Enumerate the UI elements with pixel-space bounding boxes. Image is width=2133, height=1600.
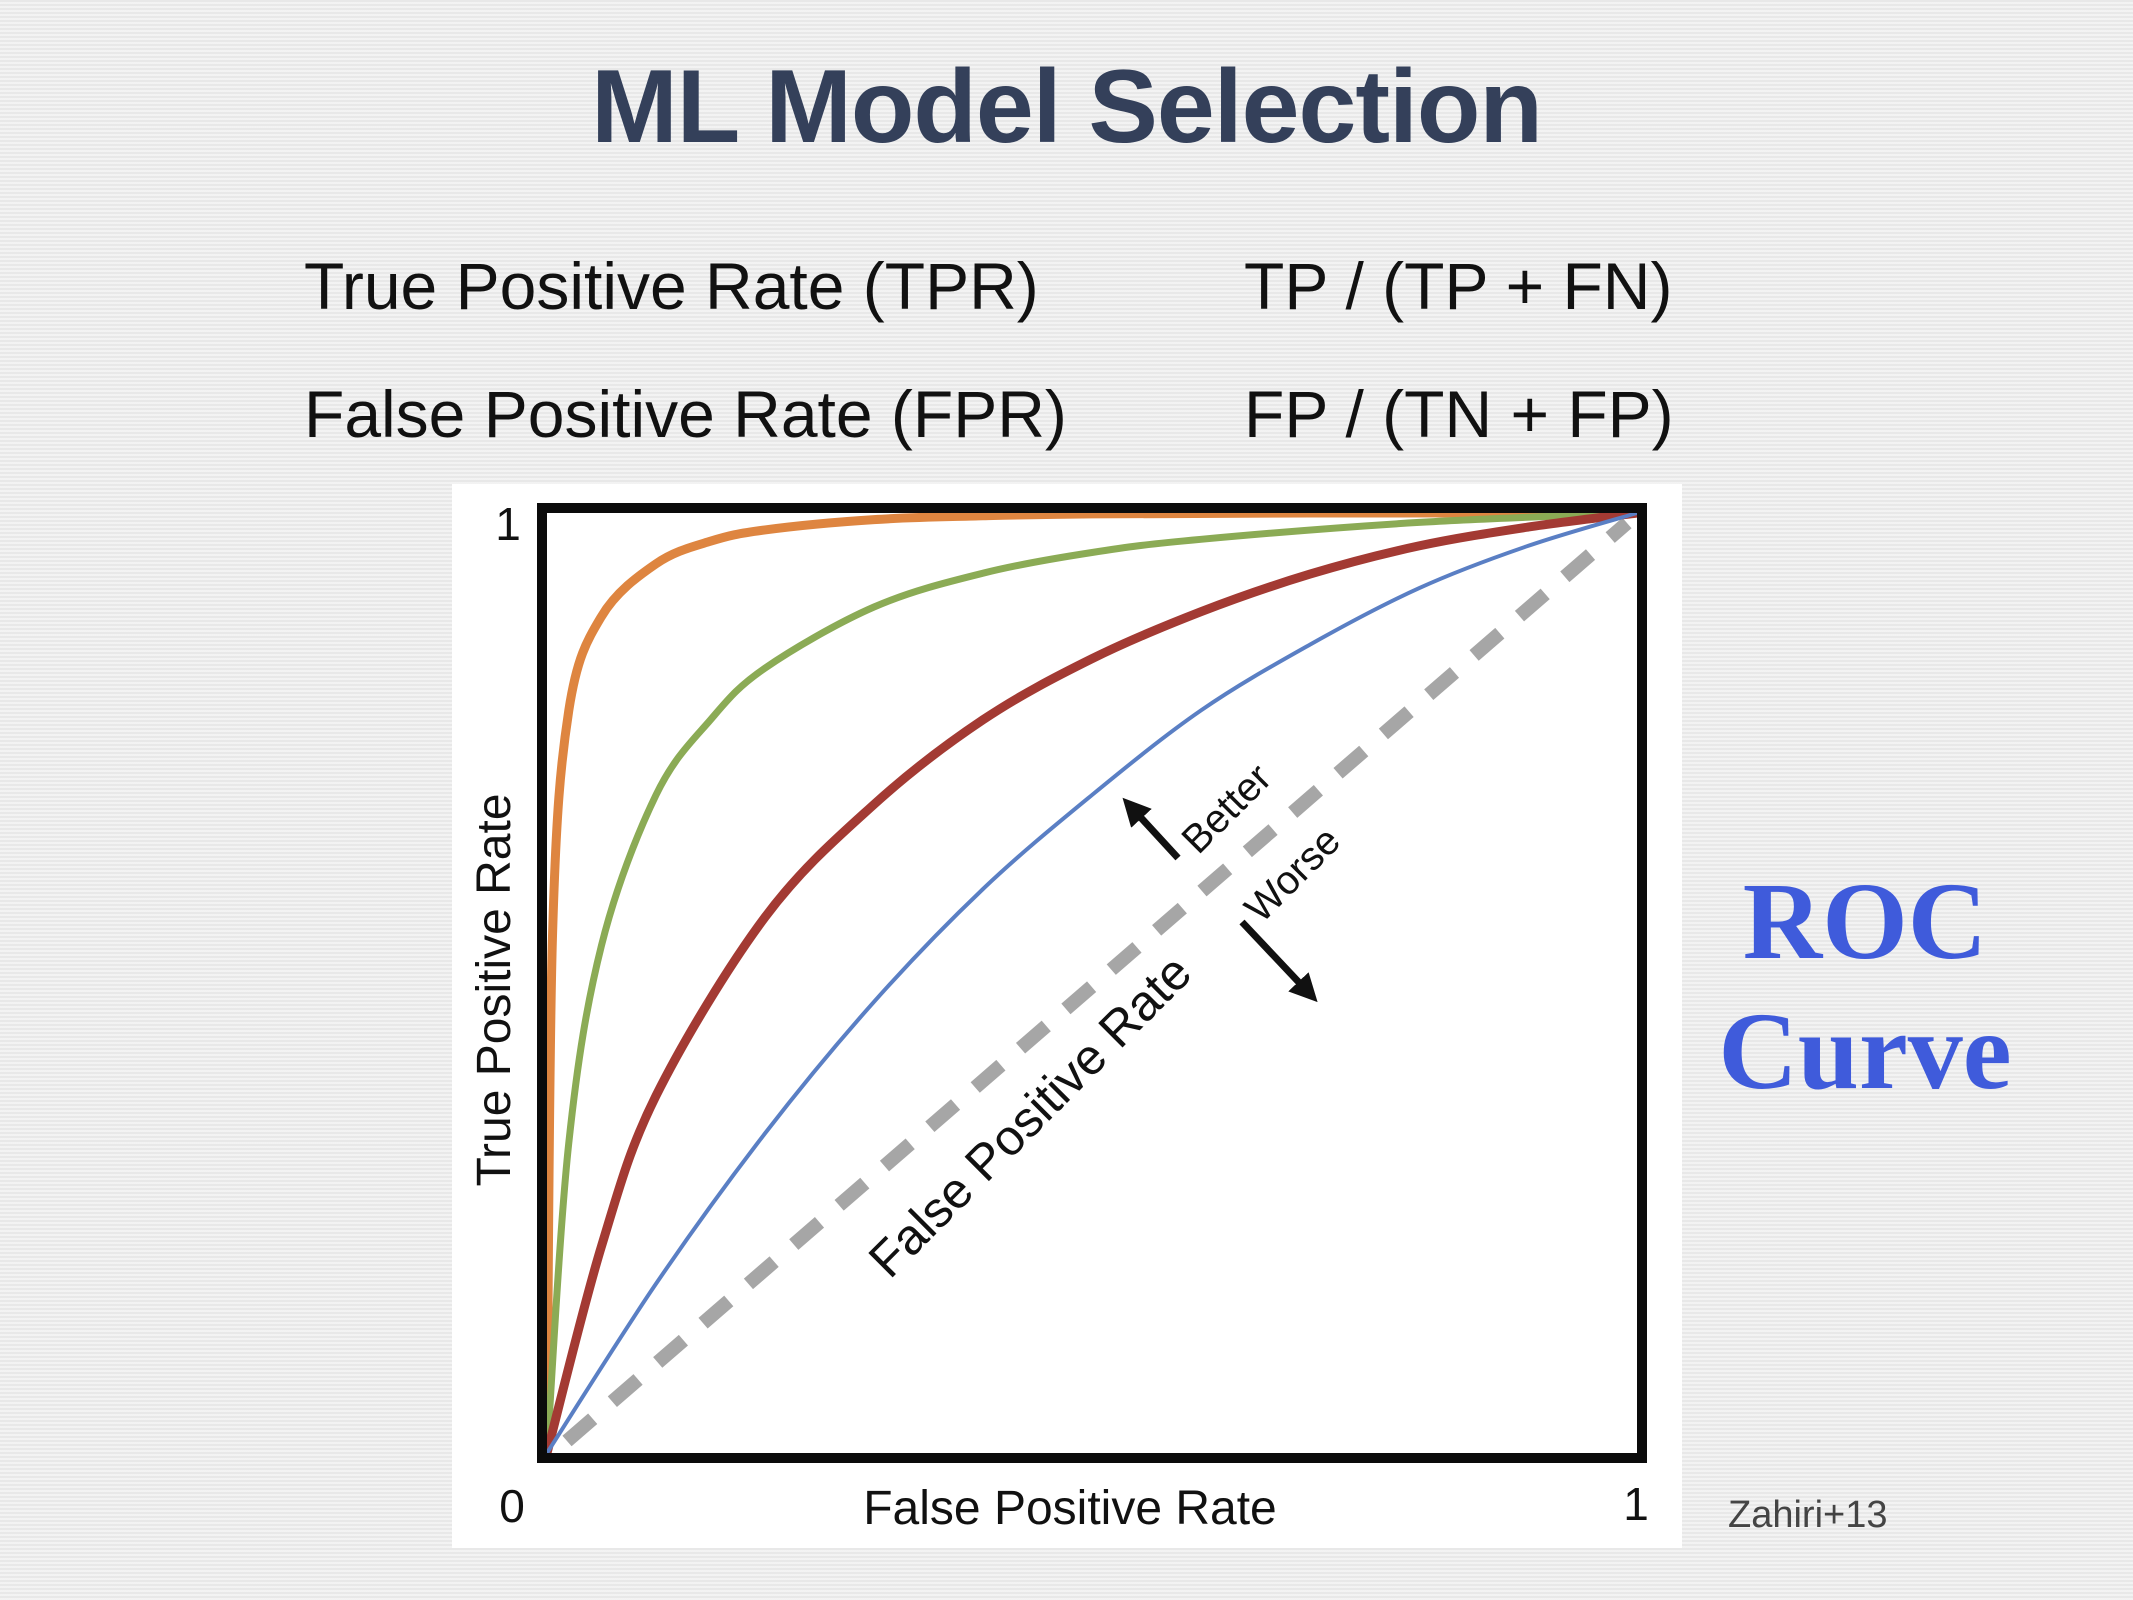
definition-term: True Positive Rate (TPR) <box>304 249 1039 323</box>
roc-chart: 0 1 1 False Positive Rate True Positive … <box>468 498 1649 1535</box>
citation-credit: Zahiri+13 <box>1728 1494 1888 1536</box>
y-axis-label: True Positive Rate <box>468 793 521 1186</box>
roc-curve-series-4 <box>545 511 1639 1455</box>
roc-label-line2: Curve <box>1718 990 2012 1112</box>
series-layer <box>542 508 1642 1458</box>
definition-term: False Positive Rate (FPR) <box>304 377 1067 451</box>
roc-curve-series-1 <box>542 508 1642 1458</box>
definition-formula: TP / (TP + FN) <box>1244 249 1673 323</box>
diagonal-reference-line <box>562 517 1632 1447</box>
x-tick-label: 1 <box>1623 1478 1649 1530</box>
roc-curve-series-3 <box>542 508 1642 1458</box>
better-arrow <box>1122 797 1181 861</box>
annotation-worse: Worse <box>1237 819 1349 931</box>
definition-formula: FP / (TN + FP) <box>1244 377 1674 451</box>
slide-title: ML Model Selection <box>591 49 1543 165</box>
y-tick-label: 1 <box>495 498 521 550</box>
x-axis-label: False Positive Rate <box>863 1482 1277 1535</box>
roc-label-line1: ROC <box>1742 860 1988 982</box>
worse-arrow <box>1239 919 1318 1003</box>
roc-curve-series-2 <box>543 509 1641 1457</box>
annotation-diagonal: False Positive Rate <box>858 944 1202 1288</box>
x-tick-label: 0 <box>499 1480 525 1532</box>
annotation-arrows <box>1122 797 1318 1003</box>
roc-figure: 0 1 1 False Positive Rate True Positive … <box>452 484 1682 1548</box>
plot-frame <box>537 503 1647 1463</box>
